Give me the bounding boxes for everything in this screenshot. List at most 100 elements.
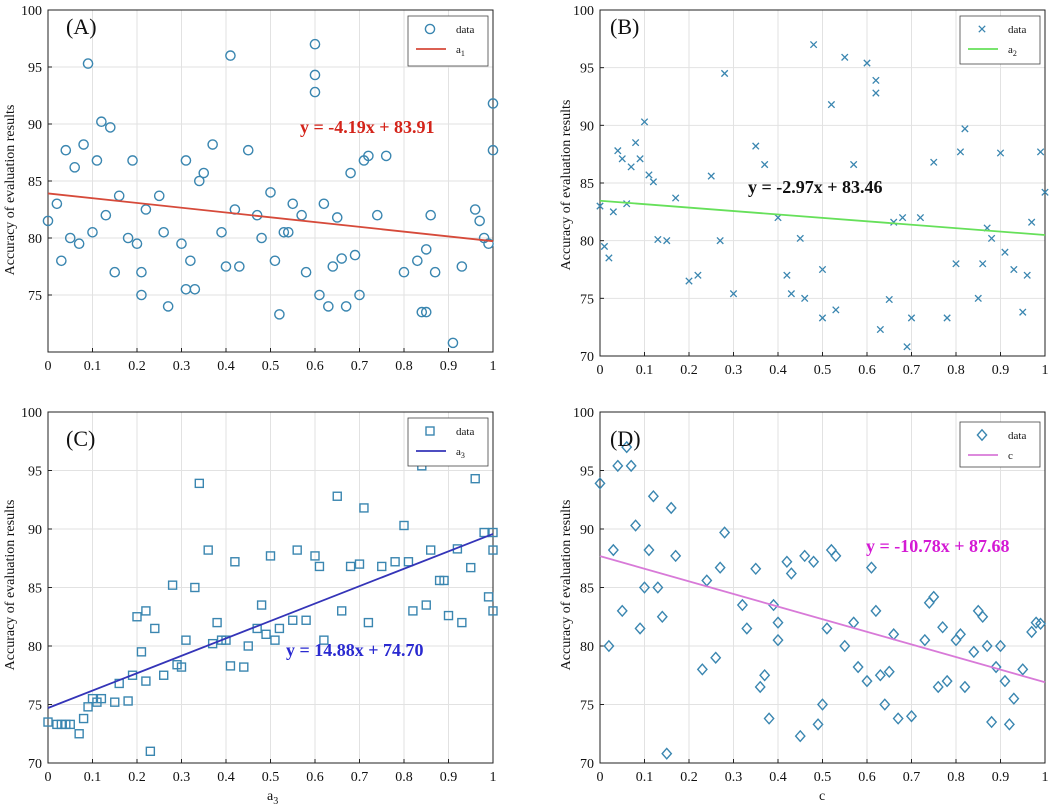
- data-point: [487, 98, 499, 109]
- data-point: [876, 325, 885, 334]
- regression-equation: y = 14.88x + 74.70: [286, 640, 424, 660]
- panel-a: 0 0.1 0.2 0.3 0.4 0.5 0.6 0.7 0.8 0.9 1 75 80 85 90 95 1…: [3, 4, 499, 374]
- y-tick-label: 75: [580, 699, 594, 714]
- data-point: [198, 167, 210, 179]
- data-point: [323, 301, 334, 312]
- data-point: [64, 232, 76, 244]
- x-tick-label: 0.5: [262, 359, 280, 374]
- data-point: [809, 40, 818, 49]
- y-tick-label: 75: [28, 289, 42, 304]
- y-tick-label: 80: [28, 232, 42, 247]
- data-point: [961, 125, 969, 133]
- axes-frame: [599, 411, 1046, 764]
- x-tick-label: 0.7: [351, 770, 369, 785]
- data-point: [429, 266, 441, 278]
- y-tick-label: 95: [28, 465, 42, 480]
- data-point: [879, 698, 891, 711]
- data-point: [1035, 617, 1047, 631]
- data-point: [663, 237, 671, 245]
- data-point: [43, 717, 53, 727]
- data-point: [941, 674, 953, 688]
- data-point: [861, 674, 873, 688]
- legend-label-fit: a3: [456, 446, 465, 460]
- data-series: [596, 40, 1049, 351]
- data-point: [269, 255, 281, 267]
- x-tick-label: 1: [1042, 770, 1049, 785]
- data-point: [710, 651, 722, 664]
- panel-label: (B): [610, 14, 639, 39]
- data-point: [73, 238, 85, 249]
- x-tick-label: 0.1: [636, 770, 654, 785]
- legend-label-data: data: [456, 426, 474, 438]
- y-tick-label: 95: [28, 61, 42, 76]
- y-tick-label: 100: [21, 4, 42, 19]
- x-tick-label: 0.8: [947, 363, 965, 378]
- data-point: [60, 144, 72, 156]
- data-point: [652, 581, 664, 594]
- data-point: [300, 266, 312, 278]
- data-point: [649, 178, 658, 186]
- y-tick-label: 90: [28, 118, 42, 133]
- data-point: [600, 242, 609, 251]
- data-point: [110, 697, 120, 707]
- data-point: [420, 306, 432, 318]
- legend-label-subscript: 1: [461, 49, 465, 58]
- legend-marker: [424, 23, 436, 35]
- legend-box: [407, 417, 489, 467]
- x-tick-label: 0.9: [992, 770, 1010, 785]
- regression-line: [599, 555, 1046, 684]
- x-tick-label: 0.7: [351, 359, 369, 374]
- data-point: [109, 266, 121, 278]
- data-point: [288, 615, 298, 625]
- data-point: [772, 633, 784, 647]
- data-point: [696, 663, 708, 676]
- data-point: [892, 712, 904, 725]
- data-point: [457, 617, 467, 628]
- data-point: [818, 314, 827, 322]
- data-point: [470, 473, 480, 484]
- data-point: [768, 598, 780, 612]
- data-point: [981, 639, 993, 653]
- data-point: [796, 234, 804, 243]
- data-point: [456, 261, 468, 272]
- x-tick-label: 1: [1042, 363, 1049, 378]
- data-point: [752, 142, 760, 150]
- x-tick-label: 0.5: [814, 770, 832, 785]
- data-point: [785, 567, 797, 580]
- data-point: [127, 670, 138, 680]
- legend: data a3: [407, 417, 489, 467]
- data-point: [91, 155, 103, 166]
- data-point: [932, 680, 944, 694]
- data-point: [314, 289, 325, 301]
- data-point: [640, 118, 649, 126]
- data-point: [331, 212, 343, 223]
- data-point: [282, 226, 294, 238]
- data-point: [671, 194, 680, 202]
- x-tick-label: 0.4: [769, 770, 787, 785]
- data-point: [607, 543, 619, 557]
- x-axis-label: c: [819, 789, 825, 804]
- data-point: [919, 633, 931, 647]
- data-point: [852, 660, 864, 674]
- data-point: [719, 526, 731, 539]
- legend: data a2: [959, 15, 1041, 65]
- data-point: [416, 306, 428, 318]
- data-point: [292, 545, 302, 555]
- y-tick-label: 70: [580, 350, 594, 365]
- data-point: [1008, 692, 1020, 705]
- data-point: [377, 561, 387, 572]
- y-tick-label: 95: [580, 465, 594, 480]
- data-point: [274, 309, 285, 320]
- data-point: [132, 612, 142, 622]
- data-point: [100, 209, 112, 221]
- data-point: [42, 215, 54, 227]
- data-point: [309, 69, 321, 81]
- data-point: [131, 238, 143, 249]
- data-point: [243, 641, 253, 651]
- data-point: [474, 215, 485, 227]
- data-point: [220, 261, 232, 272]
- y-tick-label: 85: [28, 582, 42, 597]
- regression-equation: y = -2.97x + 83.46: [748, 177, 883, 197]
- data-point: [78, 139, 89, 150]
- x-tick-label: 0: [597, 363, 604, 378]
